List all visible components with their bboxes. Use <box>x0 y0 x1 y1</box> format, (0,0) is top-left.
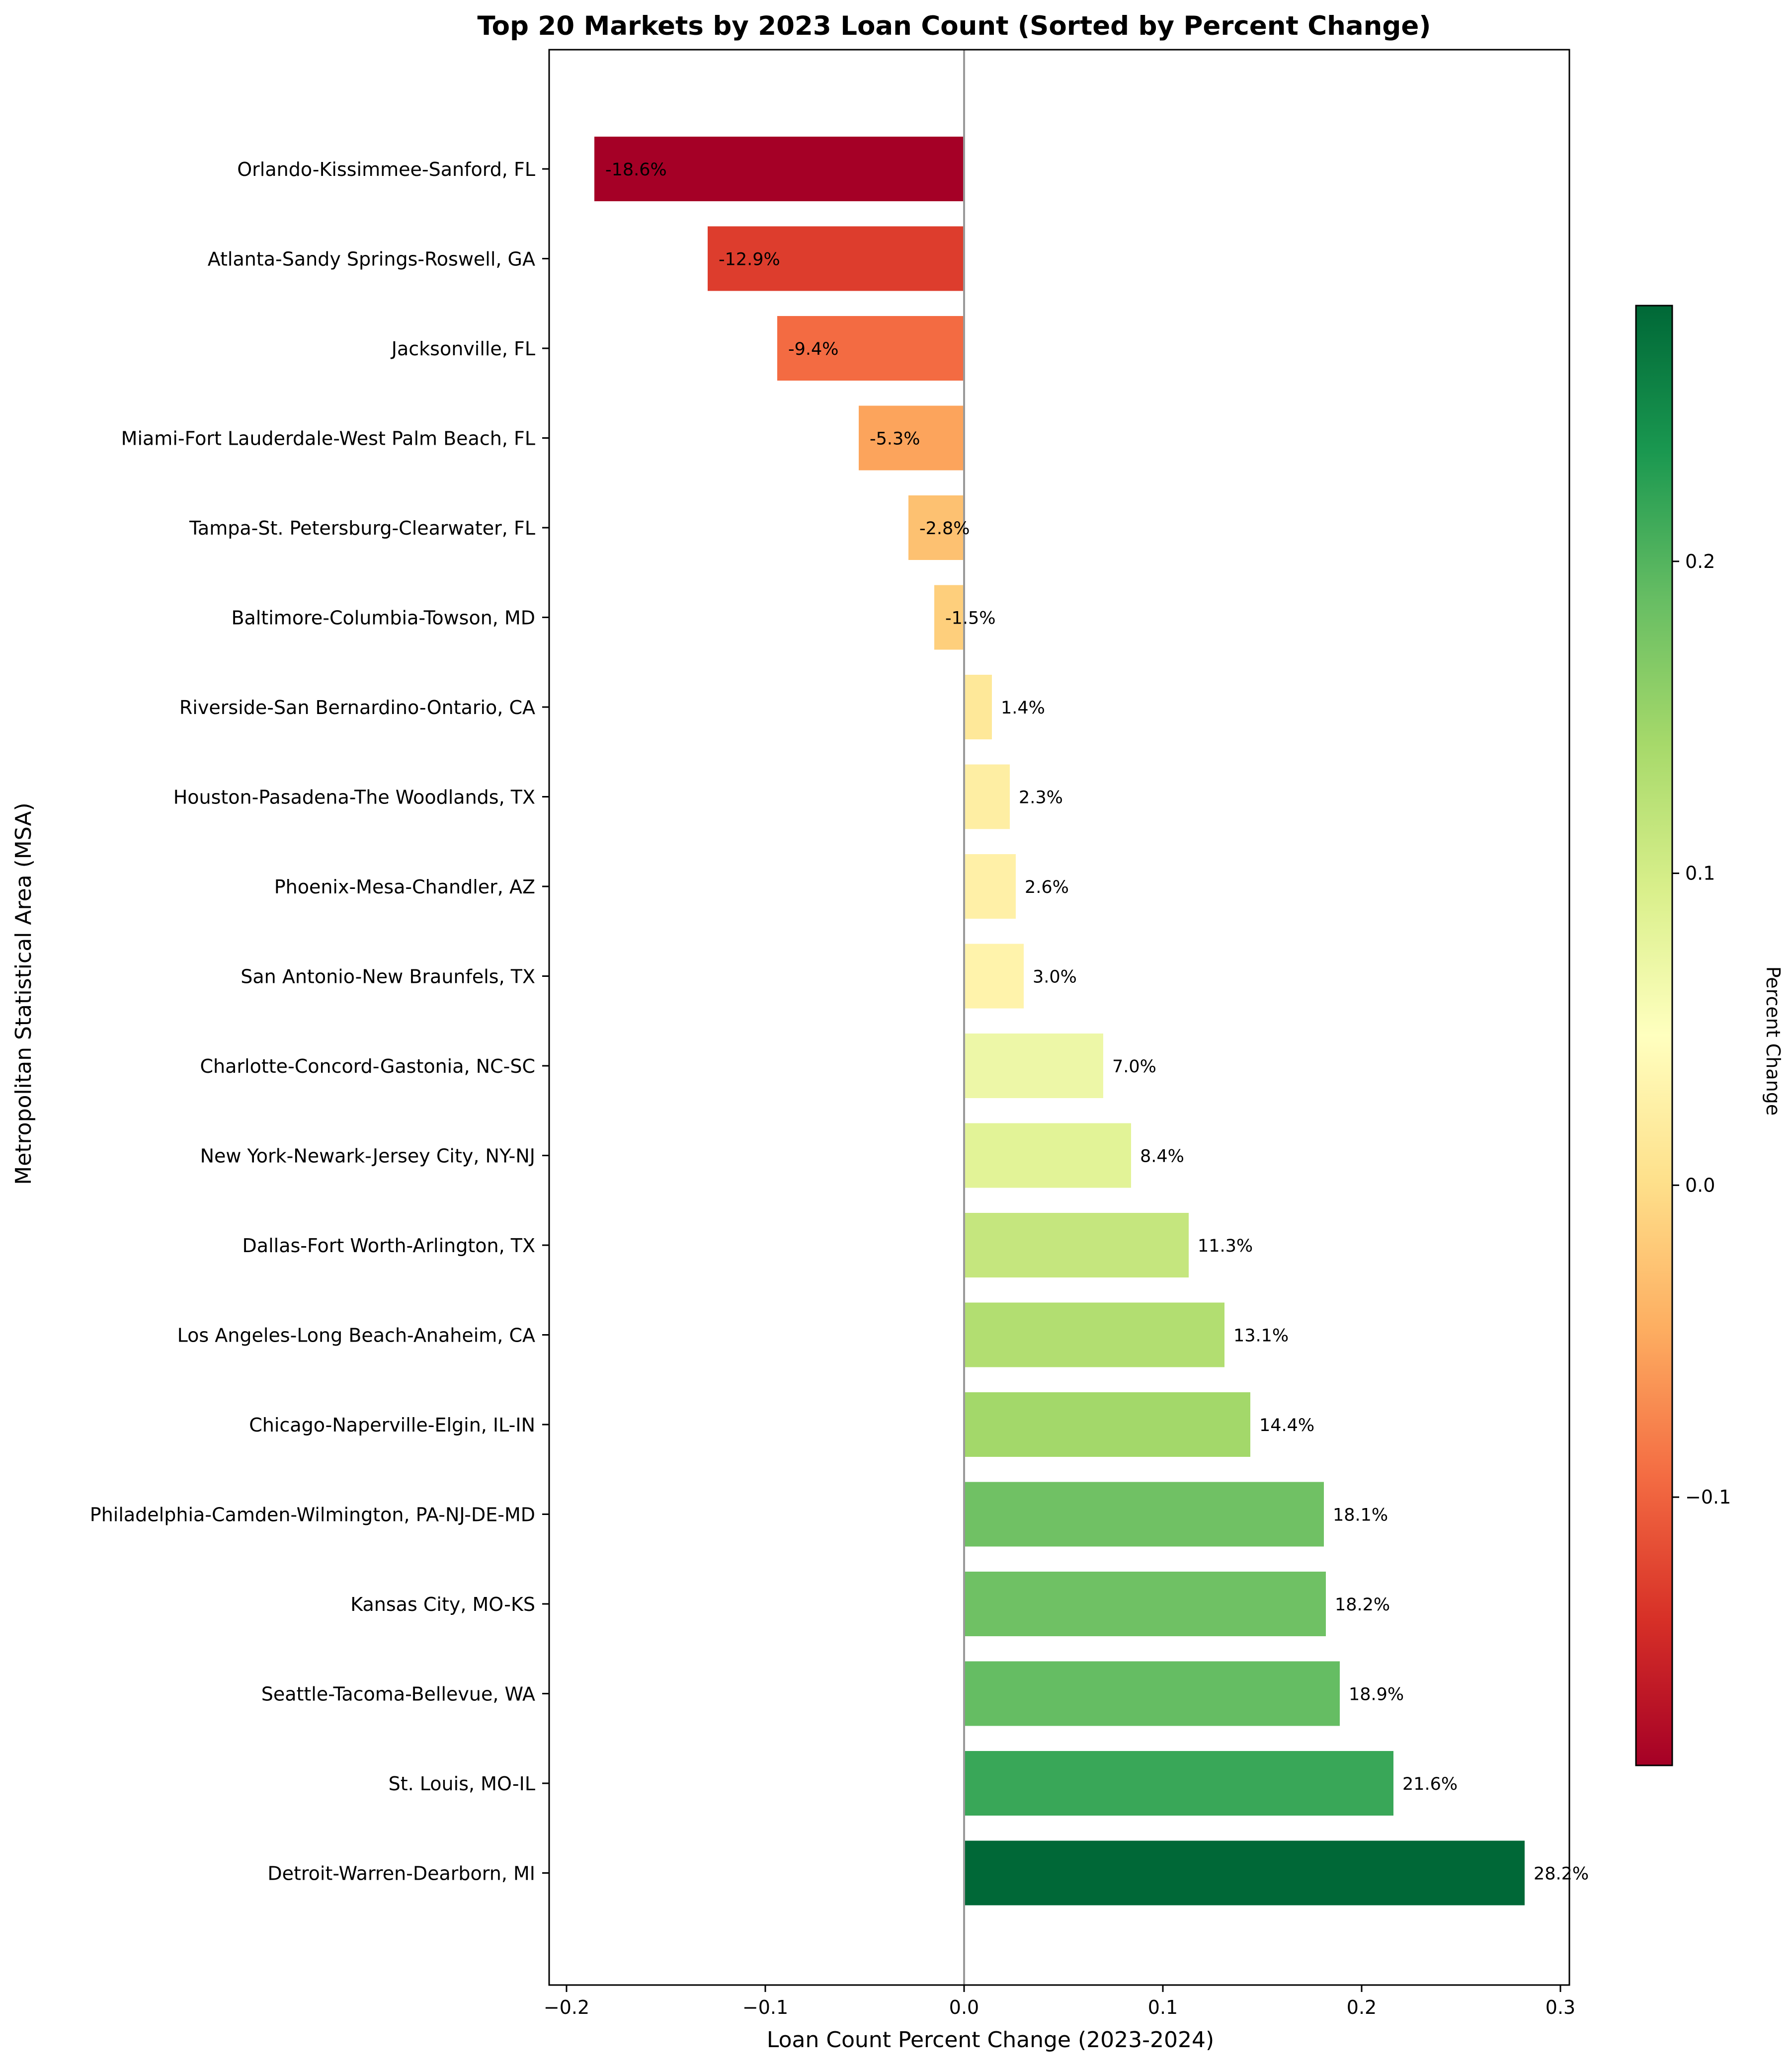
chart-title: Top 20 Markets by 2023 Loan Count (Sorte… <box>477 11 1431 41</box>
data-label: -18.6% <box>605 160 667 180</box>
data-label: 8.4% <box>1140 1147 1184 1167</box>
bar <box>708 226 964 291</box>
data-label: 28.2% <box>1534 1864 1589 1884</box>
y-tick-label: Jacksonville, FL <box>391 338 535 360</box>
y-tick-label: Tampa-St. Petersburg-Clearwater, FL <box>189 517 535 539</box>
bar <box>964 1213 1189 1277</box>
data-label: 18.1% <box>1333 1506 1388 1525</box>
data-label: -12.9% <box>719 250 780 270</box>
y-tick-label: Philadelphia-Camden-Wilmington, PA-NJ-DE… <box>90 1504 535 1526</box>
bar <box>964 1392 1250 1457</box>
y-axis-label: Metropolitan Statistical Area (MSA) <box>11 802 36 1185</box>
x-tick-label: −0.2 <box>544 1996 589 2018</box>
y-tick-label: Riverside-San Bernardino-Ontario, CA <box>179 697 535 718</box>
x-tick-label: 0.2 <box>1347 1996 1377 2018</box>
colorbar-tick-label: −0.1 <box>1685 1486 1731 1508</box>
colorbar-tick-label: 0.0 <box>1685 1174 1715 1196</box>
x-tick-label: −0.1 <box>742 1996 788 2018</box>
colorbar-label: Percent Change <box>1762 966 1784 1116</box>
y-tick-label: Los Angeles-Long Beach-Anaheim, CA <box>177 1325 535 1347</box>
data-label: 3.0% <box>1033 967 1077 987</box>
y-tick-label: Dallas-Fort Worth-Arlington, TX <box>243 1235 535 1257</box>
y-tick-label: Miami-Fort Lauderdale-West Palm Beach, F… <box>121 428 535 450</box>
data-label: 14.4% <box>1259 1416 1314 1435</box>
bar <box>964 764 1010 829</box>
y-tick-label: Orlando-Kissimmee-Sanford, FL <box>237 159 535 180</box>
bar <box>859 405 964 471</box>
data-label: 7.0% <box>1112 1057 1156 1077</box>
bar <box>964 1482 1324 1547</box>
y-tick-label: Baltimore-Columbia-Towson, MD <box>231 607 535 629</box>
bar <box>964 1751 1393 1816</box>
y-tick-label: Chicago-Naperville-Elgin, IL-IN <box>249 1414 535 1436</box>
data-label: -9.4% <box>788 339 839 359</box>
y-tick-label: Kansas City, MO-KS <box>350 1593 535 1615</box>
colorbar-tick-label: 0.1 <box>1685 863 1715 884</box>
bar <box>964 854 1016 919</box>
y-tick-label: Phoenix-Mesa-Chandler, AZ <box>274 876 535 898</box>
bar <box>964 1661 1340 1726</box>
y-tick-label: Detroit-Warren-Dearborn, MI <box>267 1863 535 1885</box>
y-tick-label: New York-Newark-Jersey City, NY-NJ <box>200 1145 535 1167</box>
bar <box>594 137 964 201</box>
x-axis-label: Loan Count Percent Change (2023-2024) <box>767 2027 1214 2053</box>
bar <box>964 944 1024 1009</box>
data-label: 2.3% <box>1019 788 1063 808</box>
data-label: 11.3% <box>1198 1236 1253 1256</box>
x-tick-label: 0.3 <box>1546 1996 1575 2018</box>
y-tick-label: Houston-Pasadena-The Woodlands, TX <box>173 787 535 808</box>
bar <box>934 585 964 650</box>
data-label: 18.2% <box>1335 1595 1390 1615</box>
data-label: -2.8% <box>919 519 970 539</box>
bar <box>964 1123 1131 1188</box>
data-label: -5.3% <box>870 429 920 449</box>
x-tick-label: 0.0 <box>949 1996 979 2018</box>
data-label: 1.4% <box>1001 698 1045 718</box>
data-label: 13.1% <box>1233 1326 1289 1346</box>
y-tick-label: Charlotte-Concord-Gastonia, NC-SC <box>200 1055 536 1077</box>
y-tick-label: Seattle-Tacoma-Bellevue, WA <box>261 1683 535 1705</box>
y-tick-label: San Antonio-New Braunfels, TX <box>241 966 535 988</box>
data-label: 18.9% <box>1349 1685 1404 1705</box>
bar <box>964 1034 1103 1098</box>
y-tick-label: St. Louis, MO-IL <box>389 1773 535 1795</box>
x-tick-label: 0.1 <box>1148 1996 1178 2018</box>
colorbar <box>1635 305 1673 1766</box>
bar <box>777 316 964 381</box>
bar <box>964 1840 1525 1906</box>
y-tick-label: Atlanta-Sandy Springs-Roswell, GA <box>208 248 535 270</box>
bar <box>964 1302 1224 1367</box>
bar <box>964 675 992 739</box>
colorbar-tick-label: 0.2 <box>1685 551 1715 572</box>
bar <box>908 495 964 560</box>
data-label: 21.6% <box>1402 1774 1458 1794</box>
data-label: -1.5% <box>945 609 996 629</box>
plot-area <box>548 49 1570 1986</box>
data-label: 2.6% <box>1025 877 1069 897</box>
bar <box>964 1572 1326 1636</box>
